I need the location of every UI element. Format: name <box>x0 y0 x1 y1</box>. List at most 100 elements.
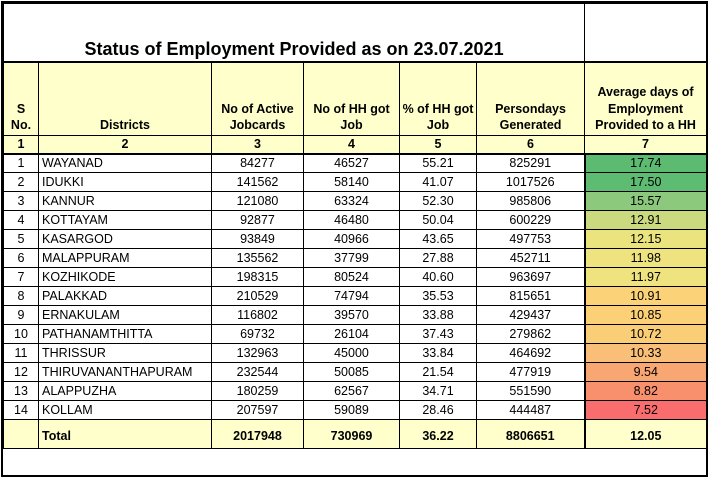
pct-hh-cell: 35.53 <box>399 286 477 306</box>
column-number-cell: 6 <box>475 135 586 155</box>
table-row: 2 IDUKKI 141562 58140 41.07 1017526 17.5… <box>3 172 708 192</box>
col-header-active-jobcards: No of Active Jobcards <box>211 61 304 136</box>
jobcards-cell: 132963 <box>211 343 304 363</box>
sno-cell: 10 <box>3 324 39 344</box>
avg-days-cell: 12.91 <box>583 210 708 230</box>
total-empty-sno-cell <box>3 419 39 449</box>
avg-days-cell: 17.74 <box>583 153 708 173</box>
column-number-cell: 5 <box>399 135 477 155</box>
persondays-cell: 444487 <box>475 400 586 420</box>
sno-cell: 1 <box>3 153 39 173</box>
avg-days-cell: 11.98 <box>583 248 708 268</box>
sno-cell: 7 <box>3 267 39 287</box>
persondays-cell: 477919 <box>475 362 586 382</box>
pct-hh-cell: 33.84 <box>399 343 477 363</box>
hh-got-job-cell: 62567 <box>303 381 400 401</box>
persondays-cell: 452711 <box>475 248 586 268</box>
column-number-cell: 7 <box>584 135 708 155</box>
persondays-cell: 429437 <box>475 305 586 325</box>
pct-hh-cell: 28.46 <box>399 400 477 420</box>
sno-cell: 12 <box>3 362 39 382</box>
table-row: 13 ALAPPUZHA 180259 62567 34.71 551590 8… <box>3 381 708 401</box>
persondays-cell: 815651 <box>475 286 586 306</box>
sno-cell: 8 <box>3 286 39 306</box>
table-row: 1 WAYANAD 84277 46527 55.21 825291 17.74 <box>3 153 708 173</box>
sno-cell: 5 <box>3 229 39 249</box>
persondays-cell: 279862 <box>475 324 586 344</box>
persondays-cell: 464692 <box>475 343 586 363</box>
hh-got-job-cell: 46527 <box>303 153 400 173</box>
jobcards-cell: 69732 <box>211 324 304 344</box>
total-pct-hh-cell: 36.22 <box>399 419 477 449</box>
avg-days-cell: 10.91 <box>583 286 708 306</box>
pct-hh-cell: 43.65 <box>399 229 477 249</box>
total-hh-got-job-cell: 730969 <box>303 419 400 449</box>
pct-hh-cell: 21.54 <box>399 362 477 382</box>
page-title: Status of Employment Provided as on 23.0… <box>2 3 586 63</box>
sno-cell: 13 <box>3 381 39 401</box>
pct-hh-cell: 33.88 <box>399 305 477 325</box>
persondays-cell: 497753 <box>475 229 586 249</box>
persondays-cell: 963697 <box>475 267 586 287</box>
sno-cell: 4 <box>3 210 39 230</box>
district-cell: KOTTAYAM <box>38 210 212 230</box>
jobcards-cell: 93849 <box>211 229 304 249</box>
column-number-row: 1 2 3 4 5 6 7 <box>3 135 708 155</box>
column-number-cell: 4 <box>303 135 400 155</box>
table-row: 5 KASARGOD 93849 40966 43.65 497753 12.1… <box>3 229 708 249</box>
district-cell: KANNUR <box>38 191 212 211</box>
avg-days-cell: 15.57 <box>583 191 708 211</box>
total-jobcards-cell: 2017948 <box>211 419 304 449</box>
district-cell: THIRUVANANTHAPURAM <box>38 362 212 382</box>
avg-days-cell: 7.52 <box>583 400 708 420</box>
district-cell: KOLLAM <box>38 400 212 420</box>
sno-cell: 9 <box>3 305 39 325</box>
district-cell: PALAKKAD <box>38 286 212 306</box>
district-cell: ALAPPUZHA <box>38 381 212 401</box>
pct-hh-cell: 41.07 <box>399 172 477 192</box>
district-cell: ERNAKULAM <box>38 305 212 325</box>
hh-got-job-cell: 50085 <box>303 362 400 382</box>
persondays-cell: 985806 <box>475 191 586 211</box>
table-row: 4 KOTTAYAM 92877 46480 50.04 600229 12.9… <box>3 210 708 230</box>
avg-days-cell: 9.54 <box>583 362 708 382</box>
sno-cell: 6 <box>3 248 39 268</box>
persondays-cell: 551590 <box>475 381 586 401</box>
jobcards-cell: 207597 <box>211 400 304 420</box>
column-number-cell: 2 <box>38 135 212 155</box>
sno-cell: 3 <box>3 191 39 211</box>
district-cell: KASARGOD <box>38 229 212 249</box>
jobcards-cell: 210529 <box>211 286 304 306</box>
hh-got-job-cell: 59089 <box>303 400 400 420</box>
district-cell: IDUKKI <box>38 172 212 192</box>
col-header-sno: S No. <box>3 61 39 136</box>
hh-got-job-cell: 46480 <box>303 210 400 230</box>
district-cell: MALAPPURAM <box>38 248 212 268</box>
table-row: 8 PALAKKAD 210529 74794 35.53 815651 10.… <box>3 286 708 306</box>
title-spacer-cell <box>584 3 708 63</box>
district-cell: WAYANAD <box>38 153 212 173</box>
jobcards-cell: 198315 <box>211 267 304 287</box>
col-header-persondays: Persondays Generated <box>475 61 586 136</box>
district-cell: PATHANAMTHITTA <box>38 324 212 344</box>
hh-got-job-cell: 39570 <box>303 305 400 325</box>
col-header-avg-days: Average days of Employment Provided to a… <box>584 61 708 136</box>
column-number-cell: 3 <box>211 135 304 155</box>
hh-got-job-cell: 40966 <box>303 229 400 249</box>
jobcards-cell: 92877 <box>211 210 304 230</box>
hh-got-job-cell: 58140 <box>303 172 400 192</box>
persondays-cell: 600229 <box>475 210 586 230</box>
pct-hh-cell: 34.71 <box>399 381 477 401</box>
jobcards-cell: 84277 <box>211 153 304 173</box>
jobcards-cell: 141562 <box>211 172 304 192</box>
total-persondays-cell: 8806651 <box>475 419 586 449</box>
jobcards-cell: 232544 <box>211 362 304 382</box>
avg-days-cell: 10.72 <box>583 324 708 344</box>
hh-got-job-cell: 80524 <box>303 267 400 287</box>
pct-hh-cell: 37.43 <box>399 324 477 344</box>
total-row: Total 2017948 730969 36.22 8806651 12.05 <box>3 419 708 449</box>
jobcards-cell: 135562 <box>211 248 304 268</box>
title-row: Status of Employment Provided as on 23.0… <box>2 3 708 63</box>
hh-got-job-cell: 63324 <box>303 191 400 211</box>
